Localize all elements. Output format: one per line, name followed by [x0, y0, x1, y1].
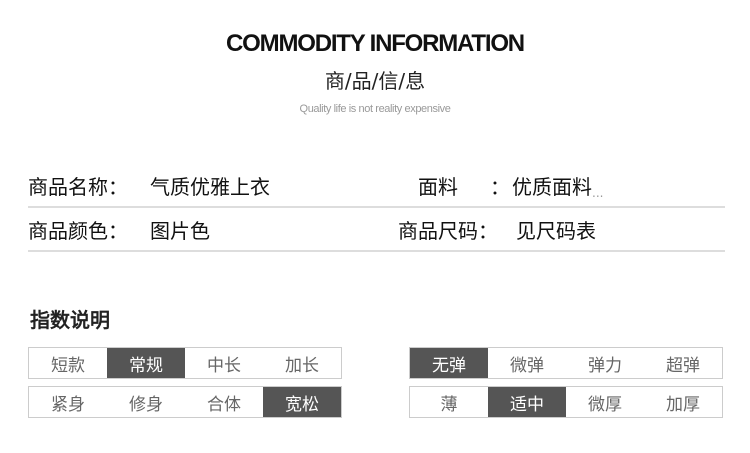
- index-option: 宽松: [263, 387, 341, 417]
- size-value: 见尺码表: [516, 219, 596, 243]
- page-title: COMMODITY INFORMATION: [226, 30, 525, 57]
- name-label: 商品名称：: [28, 175, 128, 199]
- fabric-colon: ：: [490, 175, 510, 199]
- index-option: 薄: [440, 394, 458, 415]
- fit-index: 紧身 修身 合体 宽松: [28, 386, 342, 418]
- index-option: 常规: [107, 348, 185, 378]
- name-value: 气质优雅上衣: [150, 175, 270, 199]
- index-option: 加长: [285, 355, 319, 376]
- index-option: 弹力: [588, 355, 622, 376]
- index-option: 紧身: [51, 394, 85, 415]
- thickness-index: 薄 适中 微厚 加厚: [409, 386, 723, 418]
- index-option: 超弹: [666, 355, 700, 376]
- index-option: 中长: [207, 355, 241, 376]
- fabric-label: 面料: [418, 175, 458, 199]
- index-option: 修身: [129, 394, 163, 415]
- size-label: 商品尺码：: [398, 219, 498, 243]
- index-option: 加厚: [666, 394, 700, 415]
- index-option: 无弹: [410, 348, 488, 378]
- fabric-more: ...: [592, 186, 604, 200]
- index-option: 合体: [207, 394, 241, 415]
- index-option: 微弹: [510, 355, 544, 376]
- fabric-value: 优质面料: [512, 175, 592, 199]
- index-title: 指数说明: [30, 308, 110, 332]
- index-option: 微厚: [588, 394, 622, 415]
- color-value: 图片色: [150, 219, 210, 243]
- info-row-color-size: 商品颜色： 图片色 商品尺码： 见尺码表: [28, 210, 725, 252]
- index-option: 适中: [488, 387, 566, 417]
- color-label: 商品颜色：: [28, 219, 128, 243]
- page-subtitle: 商/品/信/息: [324, 69, 426, 93]
- index-option: 短款: [51, 355, 85, 376]
- elasticity-index: 无弹 微弹 弹力 超弹: [409, 347, 723, 379]
- tagline: Quality life is not reality expensive: [299, 103, 451, 115]
- length-index: 短款 常规 中长 加长: [28, 347, 342, 379]
- info-row-name-fabric: 商品名称： 气质优雅上衣 面料 ： 优质面料 ...: [28, 166, 725, 208]
